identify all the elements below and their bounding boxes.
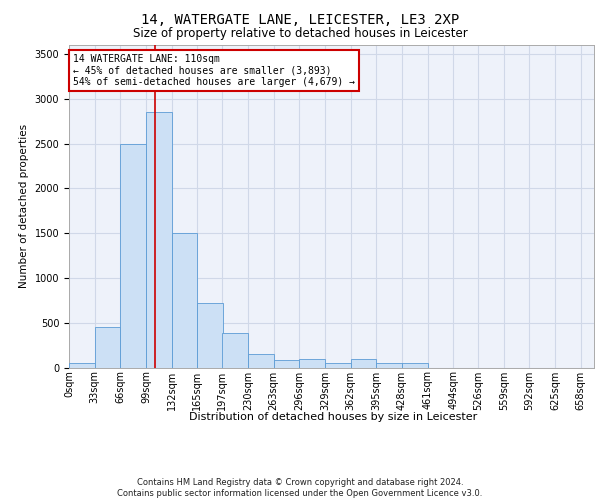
Bar [350,358,376,368]
Bar [325,363,350,368]
Bar [274,360,299,368]
Text: 14, WATERGATE LANE, LEICESTER, LE3 2XP: 14, WATERGATE LANE, LEICESTER, LE3 2XP [141,12,459,26]
Y-axis label: Number of detached properties: Number of detached properties [19,124,29,288]
Bar [402,363,428,368]
Text: Size of property relative to detached houses in Leicester: Size of property relative to detached ho… [133,28,467,40]
Bar [197,303,223,368]
Bar [95,327,121,368]
Bar [299,358,325,368]
Bar [121,144,146,368]
Bar [376,363,402,368]
Bar [248,354,274,368]
Bar [69,363,95,368]
Text: 14 WATERGATE LANE: 110sqm
← 45% of detached houses are smaller (3,893)
54% of se: 14 WATERGATE LANE: 110sqm ← 45% of detac… [73,54,355,87]
Bar [172,233,197,368]
Text: Distribution of detached houses by size in Leicester: Distribution of detached houses by size … [189,412,477,422]
Bar [222,334,248,368]
Bar [146,112,172,368]
Text: Contains HM Land Registry data © Crown copyright and database right 2024.
Contai: Contains HM Land Registry data © Crown c… [118,478,482,498]
